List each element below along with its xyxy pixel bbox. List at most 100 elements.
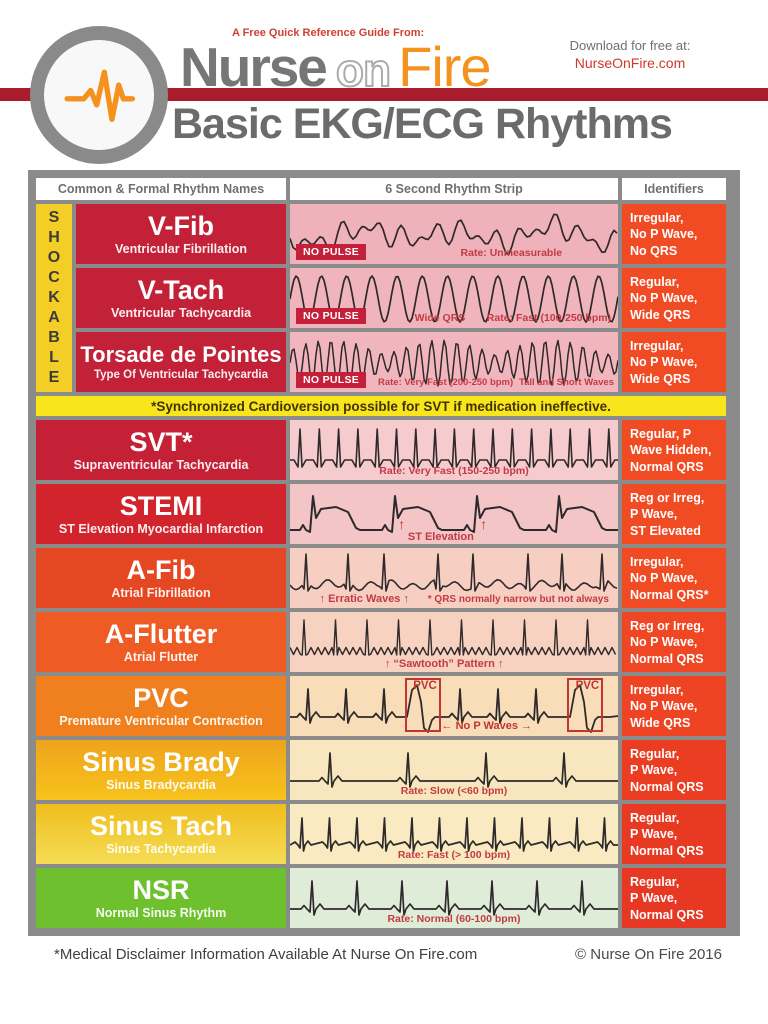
pvc-box-label: PVC xyxy=(413,679,437,692)
identifier-line: No P Wave, xyxy=(630,699,698,714)
st-elevation-arrow-icon: ↑ xyxy=(480,516,488,532)
rhythm-strip-sinus-brady: Rate: Slow (<60 bpm) xyxy=(290,740,618,800)
column-header-strip: 6 Second Rhythm Strip xyxy=(290,178,618,200)
identifier-pvc: Irregular, No P Wave, Wide QRS xyxy=(622,676,726,736)
identifier-line: No P Wave, xyxy=(630,355,698,370)
rhythm-strip-torsade: NO PULSE Rate: Very Fast (200-250 bpm) T… xyxy=(290,332,618,392)
brand-fire: Fire xyxy=(398,35,491,98)
tagline: A Free Quick Reference Guide From: xyxy=(232,27,425,39)
identifier-torsade: Irregular, No P Wave, Wide QRS xyxy=(622,332,726,392)
brand-nurse: Nurse xyxy=(180,36,328,98)
rhythm-strip-afib: ↑ Erratic Waves ↑ * QRS normally narrow … xyxy=(290,548,618,608)
identifier-line: Regular, xyxy=(630,875,680,889)
rhythm-title: Torsade de Pointes xyxy=(80,342,282,368)
identifier-afib: Irregular, No P Wave, Normal QRS* xyxy=(622,548,726,608)
rhythm-table: Common & Formal Rhythm Names 6 Second Rh… xyxy=(28,170,740,936)
rhythm-subtitle: Ventricular Tachycardia xyxy=(110,306,252,321)
rhythm-subtitle: ST Elevation Myocardial Infarction xyxy=(58,522,264,537)
rate-label: Rate: Fast (100-250 bpm) xyxy=(486,312,612,324)
identifier-line: No P Wave, xyxy=(630,571,698,586)
rhythm-name-nsr: NSR Normal Sinus Rhythm xyxy=(36,868,286,928)
identifier-sinus-brady: Regular, P Wave, Normal QRS xyxy=(622,740,726,800)
identifier-line: P Wave, xyxy=(630,891,678,906)
svt-waveform xyxy=(290,428,618,468)
shockable-letter: H xyxy=(48,229,60,246)
identifier-line: Irregular, xyxy=(630,339,684,353)
rhythm-title: A-Flutter xyxy=(104,618,218,649)
identifier-aflutter: Reg or Irreg, No P Wave, Normal QRS xyxy=(622,612,726,672)
rhythm-title: NSR xyxy=(132,874,190,905)
download-info: Download for free at: NurseOnFire.com xyxy=(545,38,715,71)
shockable-letter: L xyxy=(49,349,59,366)
shockable-letter: C xyxy=(48,269,60,286)
st-elevation-label: ST Elevation xyxy=(407,531,474,543)
download-url-link[interactable]: NurseOnFire.com xyxy=(574,55,686,71)
rate-label: Rate: Unmeasurable xyxy=(460,247,563,259)
nurse-on-fire-logo xyxy=(30,26,168,164)
torsade-waveform xyxy=(290,339,618,387)
identifier-line: Normal QRS* xyxy=(630,587,709,602)
identifier-line: No P Wave, xyxy=(630,291,698,306)
rhythm-name-svt: SVT* Supraventricular Tachycardia xyxy=(36,420,286,480)
rhythm-subtitle: Supraventricular Tachycardia xyxy=(73,458,249,473)
column-header-names: Common & Formal Rhythm Names xyxy=(36,178,286,200)
download-label: Download for free at: xyxy=(569,38,691,53)
rhythm-subtitle: Type Of Ventricular Tachycardia xyxy=(93,368,269,381)
identifier-line: Wide QRS xyxy=(630,307,691,322)
rhythm-strip-aflutter: ↑ “Sawtooth” Pattern ↑ xyxy=(290,612,618,672)
vtach-waveform xyxy=(290,275,618,323)
rhythm-strip-stemi: ↑ ↑ ST Elevation xyxy=(290,484,618,544)
heartbeat-pulse-icon xyxy=(64,69,136,122)
identifier-line: P Wave, xyxy=(630,763,678,778)
identifier-line: Irregular, xyxy=(630,555,684,569)
rhythm-subtitle: Ventricular Fibrillation xyxy=(115,242,247,257)
shockable-letter: A xyxy=(48,309,60,326)
rhythm-title: Sinus Tach xyxy=(89,810,233,841)
rate-label: Rate: Fast (> 100 bpm) xyxy=(397,849,511,861)
vfib-waveform xyxy=(290,213,618,255)
no-pulse-badge: NO PULSE xyxy=(296,308,367,324)
rhythm-name-sinus-brady: Sinus Brady Sinus Bradycardia xyxy=(36,740,286,800)
rhythm-subtitle: Premature Ventricular Contraction xyxy=(59,714,263,729)
copyright-text: © Nurse On Fire 2016 xyxy=(575,946,722,963)
rhythm-name-aflutter: A-Flutter Atrial Flutter xyxy=(36,612,286,672)
rhythm-title: STEMI xyxy=(119,490,203,521)
identifier-line: Reg or Irreg, xyxy=(630,491,705,505)
identifier-line: Regular, xyxy=(630,747,680,761)
brand-wordmark: Nurse on Fire xyxy=(180,34,492,99)
rhythm-strip-nsr: Rate: Normal (60-100 bpm) xyxy=(290,868,618,928)
identifier-line: Normal QRS xyxy=(630,843,704,858)
identifier-line: Normal QRS xyxy=(630,459,704,474)
identifier-line: Normal QRS xyxy=(630,907,704,922)
rhythm-name-torsade: Torsade de Pointes Type Of Ventricular T… xyxy=(76,332,286,392)
pvc-highlight-box: PVC xyxy=(404,677,441,732)
rhythm-name-pvc: PVC Premature Ventricular Contraction xyxy=(36,676,286,736)
rhythm-strip-vfib: NO PULSE Rate: Unmeasurable xyxy=(290,204,618,264)
shockable-letter: E xyxy=(48,369,60,386)
pvc-waveform xyxy=(290,684,618,733)
rhythm-title: Sinus Brady xyxy=(82,746,240,777)
identifier-line: ST Elevated xyxy=(630,523,701,538)
identifier-line: Normal QRS xyxy=(630,651,704,666)
rate-label: Rate: Normal (60-100 bpm) xyxy=(387,913,521,925)
identifier-vfib: Irregular, No P Wave, No QRS xyxy=(622,204,726,264)
rhythm-name-vtach: V-Tach Ventricular Tachycardia xyxy=(76,268,286,328)
aflutter-waveform xyxy=(290,619,617,656)
rhythm-subtitle: Sinus Bradycardia xyxy=(106,778,216,793)
st-elevation-arrow-icon: ↑ xyxy=(398,516,406,532)
rhythm-name-afib: A-Fib Atrial Fibrillation xyxy=(36,548,286,608)
identifier-svt: Regular, P Wave Hidden, Normal QRS xyxy=(622,420,726,480)
identifier-line: Regular, xyxy=(630,275,680,289)
no-pulse-badge: NO PULSE xyxy=(296,372,367,388)
rhythm-subtitle: Sinus Tachycardia xyxy=(106,842,216,857)
identifier-line: Wide QRS xyxy=(630,715,691,730)
brady-waveform xyxy=(290,752,618,788)
nsr-waveform xyxy=(290,880,618,916)
identifier-vtach: Regular, No P Wave, Wide QRS xyxy=(622,268,726,328)
identifier-line: Regular, xyxy=(630,811,680,825)
column-header-identifiers: Identifiers xyxy=(622,178,726,200)
afib-waveform xyxy=(290,553,618,592)
rhythm-title: SVT* xyxy=(129,426,193,457)
shockable-letter: O xyxy=(47,249,61,266)
